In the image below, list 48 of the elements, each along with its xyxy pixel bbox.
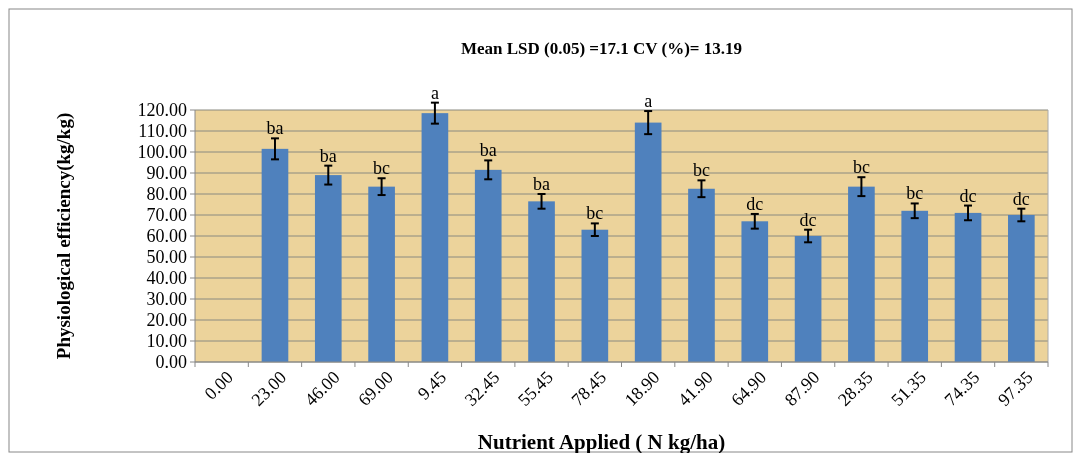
annotation: bc bbox=[906, 183, 924, 204]
bar bbox=[954, 212, 982, 362]
bar bbox=[314, 175, 342, 362]
bar bbox=[1008, 215, 1035, 362]
bar bbox=[528, 201, 555, 362]
bar bbox=[421, 113, 449, 362]
y-tick-label: 80.00 bbox=[146, 184, 187, 205]
annotation: dc bbox=[1012, 188, 1030, 209]
y-tick-label: 120.00 bbox=[137, 100, 187, 121]
bar bbox=[901, 210, 929, 362]
x-tick-label: 9.45 bbox=[413, 367, 451, 404]
bar bbox=[581, 229, 609, 362]
annotation: dc bbox=[799, 209, 817, 230]
annotation: ba bbox=[319, 145, 337, 166]
y-tick-label: 100.00 bbox=[137, 142, 187, 163]
y-tick-label: 70.00 bbox=[146, 205, 187, 226]
bar bbox=[688, 188, 715, 362]
bar bbox=[474, 169, 502, 362]
bar bbox=[261, 148, 289, 362]
bar bbox=[741, 221, 769, 362]
chart-title: Mean LSD (0.05) =17.1 CV (%)= 13.19 bbox=[460, 39, 743, 58]
y-tick-label: 60.00 bbox=[146, 226, 187, 247]
y-tick-label: 10.00 bbox=[146, 331, 187, 352]
y-tick-label: 110.00 bbox=[138, 121, 187, 142]
y-axis-title: Physiological efficiency(kg/kg) bbox=[53, 112, 75, 360]
annotation: bc bbox=[852, 157, 870, 178]
annotation: bc bbox=[692, 160, 710, 181]
annotation: a bbox=[430, 82, 439, 103]
annotation: dc bbox=[959, 185, 977, 206]
annotation: ba bbox=[533, 174, 551, 194]
annotation: ba bbox=[266, 118, 284, 139]
annotation: a bbox=[644, 91, 653, 112]
bar bbox=[794, 236, 822, 362]
annotation: dc bbox=[746, 193, 764, 214]
y-tick-label: 20.00 bbox=[146, 310, 187, 331]
y-tick-label: 0.00 bbox=[155, 352, 187, 373]
x-tick-label: 0.00 bbox=[200, 367, 237, 404]
bar bbox=[368, 186, 395, 362]
y-tick-label: 40.00 bbox=[146, 268, 187, 289]
annotation: bc bbox=[586, 203, 604, 224]
bar bbox=[848, 186, 875, 362]
bar bbox=[634, 122, 662, 362]
annotation: ba bbox=[479, 140, 497, 161]
y-tick-label: 50.00 bbox=[146, 247, 187, 268]
x-axis-title: Nutrient Applied ( N kg/ha) bbox=[477, 430, 726, 454]
y-tick-label: 90.00 bbox=[146, 163, 187, 184]
y-tick-label: 30.00 bbox=[146, 289, 187, 310]
annotation: bc bbox=[373, 158, 391, 179]
